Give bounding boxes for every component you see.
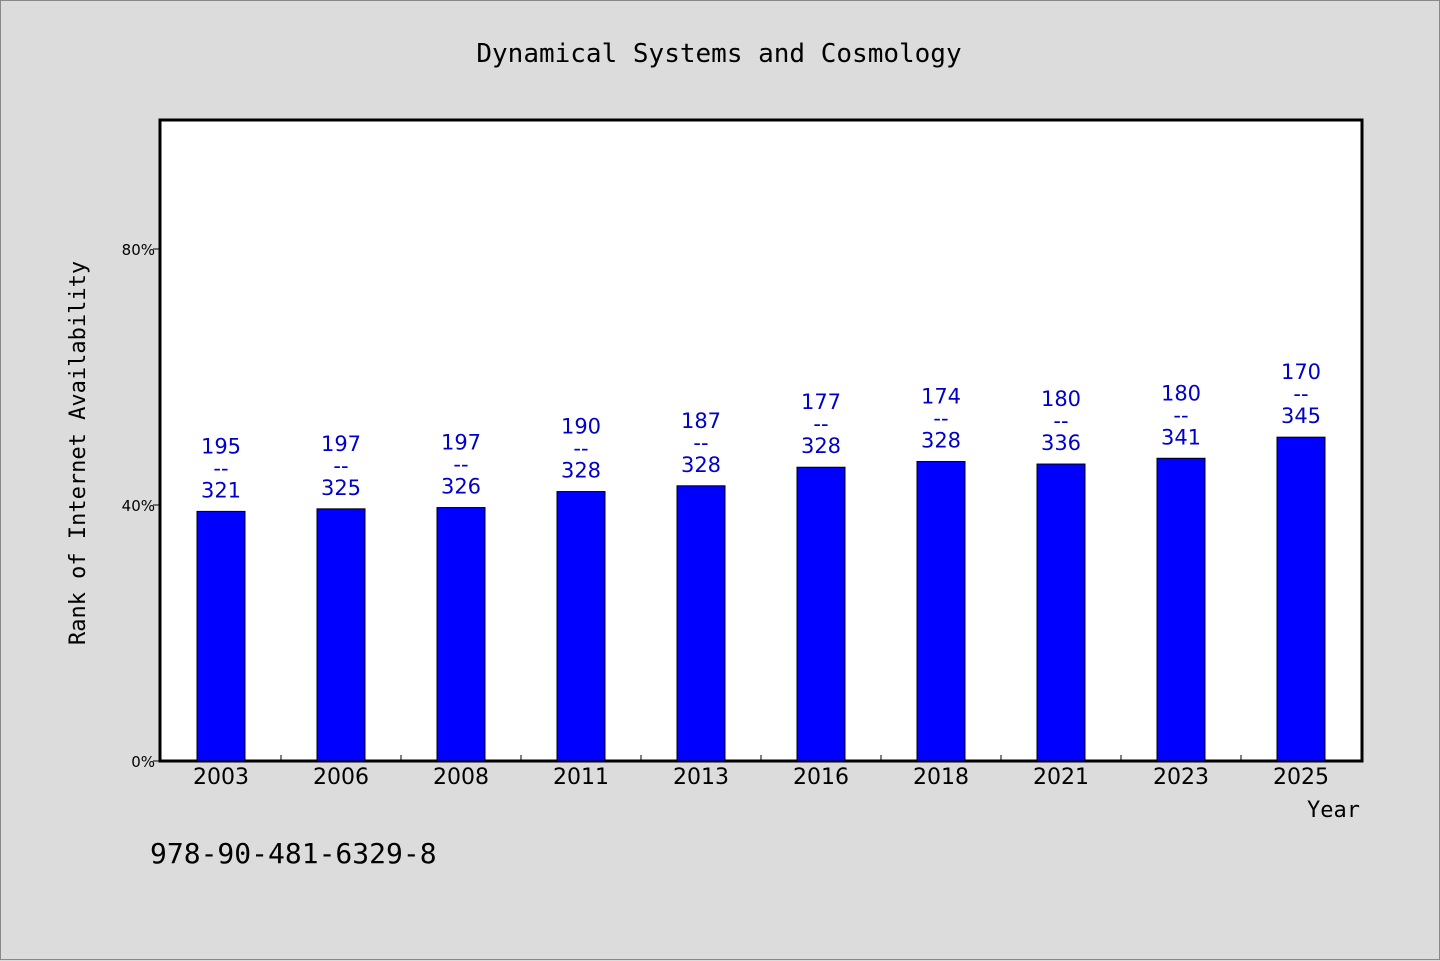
data-label: 321 bbox=[201, 478, 241, 502]
y-tick-label: 40% bbox=[122, 497, 155, 515]
data-label: 328 bbox=[801, 434, 841, 458]
data-label: 328 bbox=[561, 459, 601, 483]
data-label: 325 bbox=[321, 476, 361, 500]
bar bbox=[436, 507, 486, 762]
data-label: 174 bbox=[921, 384, 961, 408]
data-label: 180 bbox=[1161, 381, 1201, 405]
data-label: 328 bbox=[921, 428, 961, 452]
data-label: -- bbox=[1293, 382, 1308, 406]
x-tick-label: 2023 bbox=[1153, 765, 1209, 790]
x-tick-label: 2006 bbox=[313, 765, 369, 790]
x-tick-label: 2011 bbox=[553, 765, 609, 790]
x-tick-label: 2016 bbox=[793, 765, 849, 790]
data-label: 195 bbox=[201, 434, 241, 458]
x-tick-label: 2003 bbox=[193, 765, 249, 790]
x-axis-title: Year bbox=[1307, 798, 1360, 823]
x-tick-label: 2025 bbox=[1273, 765, 1329, 790]
bar bbox=[196, 510, 246, 762]
bar bbox=[1036, 463, 1086, 762]
data-label: 197 bbox=[441, 431, 481, 455]
data-label: -- bbox=[933, 406, 948, 430]
y-tick-label: 0% bbox=[131, 753, 155, 771]
isbn-label: 978-90-481-6329-8 bbox=[150, 837, 437, 870]
data-label: 187 bbox=[681, 409, 721, 433]
data-label: 326 bbox=[441, 475, 481, 499]
data-label: 197 bbox=[321, 432, 361, 456]
data-label: -- bbox=[213, 456, 228, 480]
data-label: 170 bbox=[1281, 360, 1321, 384]
data-labels: 195--321197--325197--326190--328187--328… bbox=[201, 360, 1321, 502]
x-tick-label: 2013 bbox=[673, 765, 729, 790]
y-axis: 0% 40% 80% bbox=[122, 241, 161, 771]
bar bbox=[796, 466, 846, 762]
data-label: 341 bbox=[1161, 425, 1201, 449]
chart-title: Dynamical Systems and Cosmology bbox=[476, 39, 961, 69]
data-label: -- bbox=[813, 412, 828, 436]
y-tick-label: 80% bbox=[122, 241, 155, 259]
bar bbox=[316, 508, 366, 762]
x-axis: 2003 2006 2008 2011 2013 2016 2018 2021 2023 2025 bbox=[193, 755, 1329, 790]
data-label: 336 bbox=[1041, 431, 1081, 455]
x-tick-label: 2018 bbox=[913, 765, 969, 790]
data-label: -- bbox=[333, 454, 348, 478]
y-axis-title: Rank of Internet Availability bbox=[66, 261, 91, 645]
data-label: -- bbox=[1053, 409, 1068, 433]
data-label: -- bbox=[1173, 403, 1188, 427]
bar bbox=[1156, 457, 1206, 762]
bars bbox=[196, 436, 1326, 762]
x-tick-label: 2008 bbox=[433, 765, 489, 790]
bar bbox=[676, 485, 726, 762]
data-label: -- bbox=[453, 453, 468, 477]
data-label: 345 bbox=[1281, 404, 1321, 428]
data-label: -- bbox=[693, 431, 708, 455]
bar bbox=[556, 491, 606, 762]
bar bbox=[1276, 436, 1326, 762]
data-label: 177 bbox=[801, 390, 841, 414]
bar bbox=[916, 460, 966, 762]
data-label: 328 bbox=[681, 453, 721, 477]
data-label: 190 bbox=[561, 415, 601, 439]
data-label: -- bbox=[573, 437, 588, 461]
data-label: 180 bbox=[1041, 387, 1081, 411]
x-tick-label: 2021 bbox=[1033, 765, 1089, 790]
